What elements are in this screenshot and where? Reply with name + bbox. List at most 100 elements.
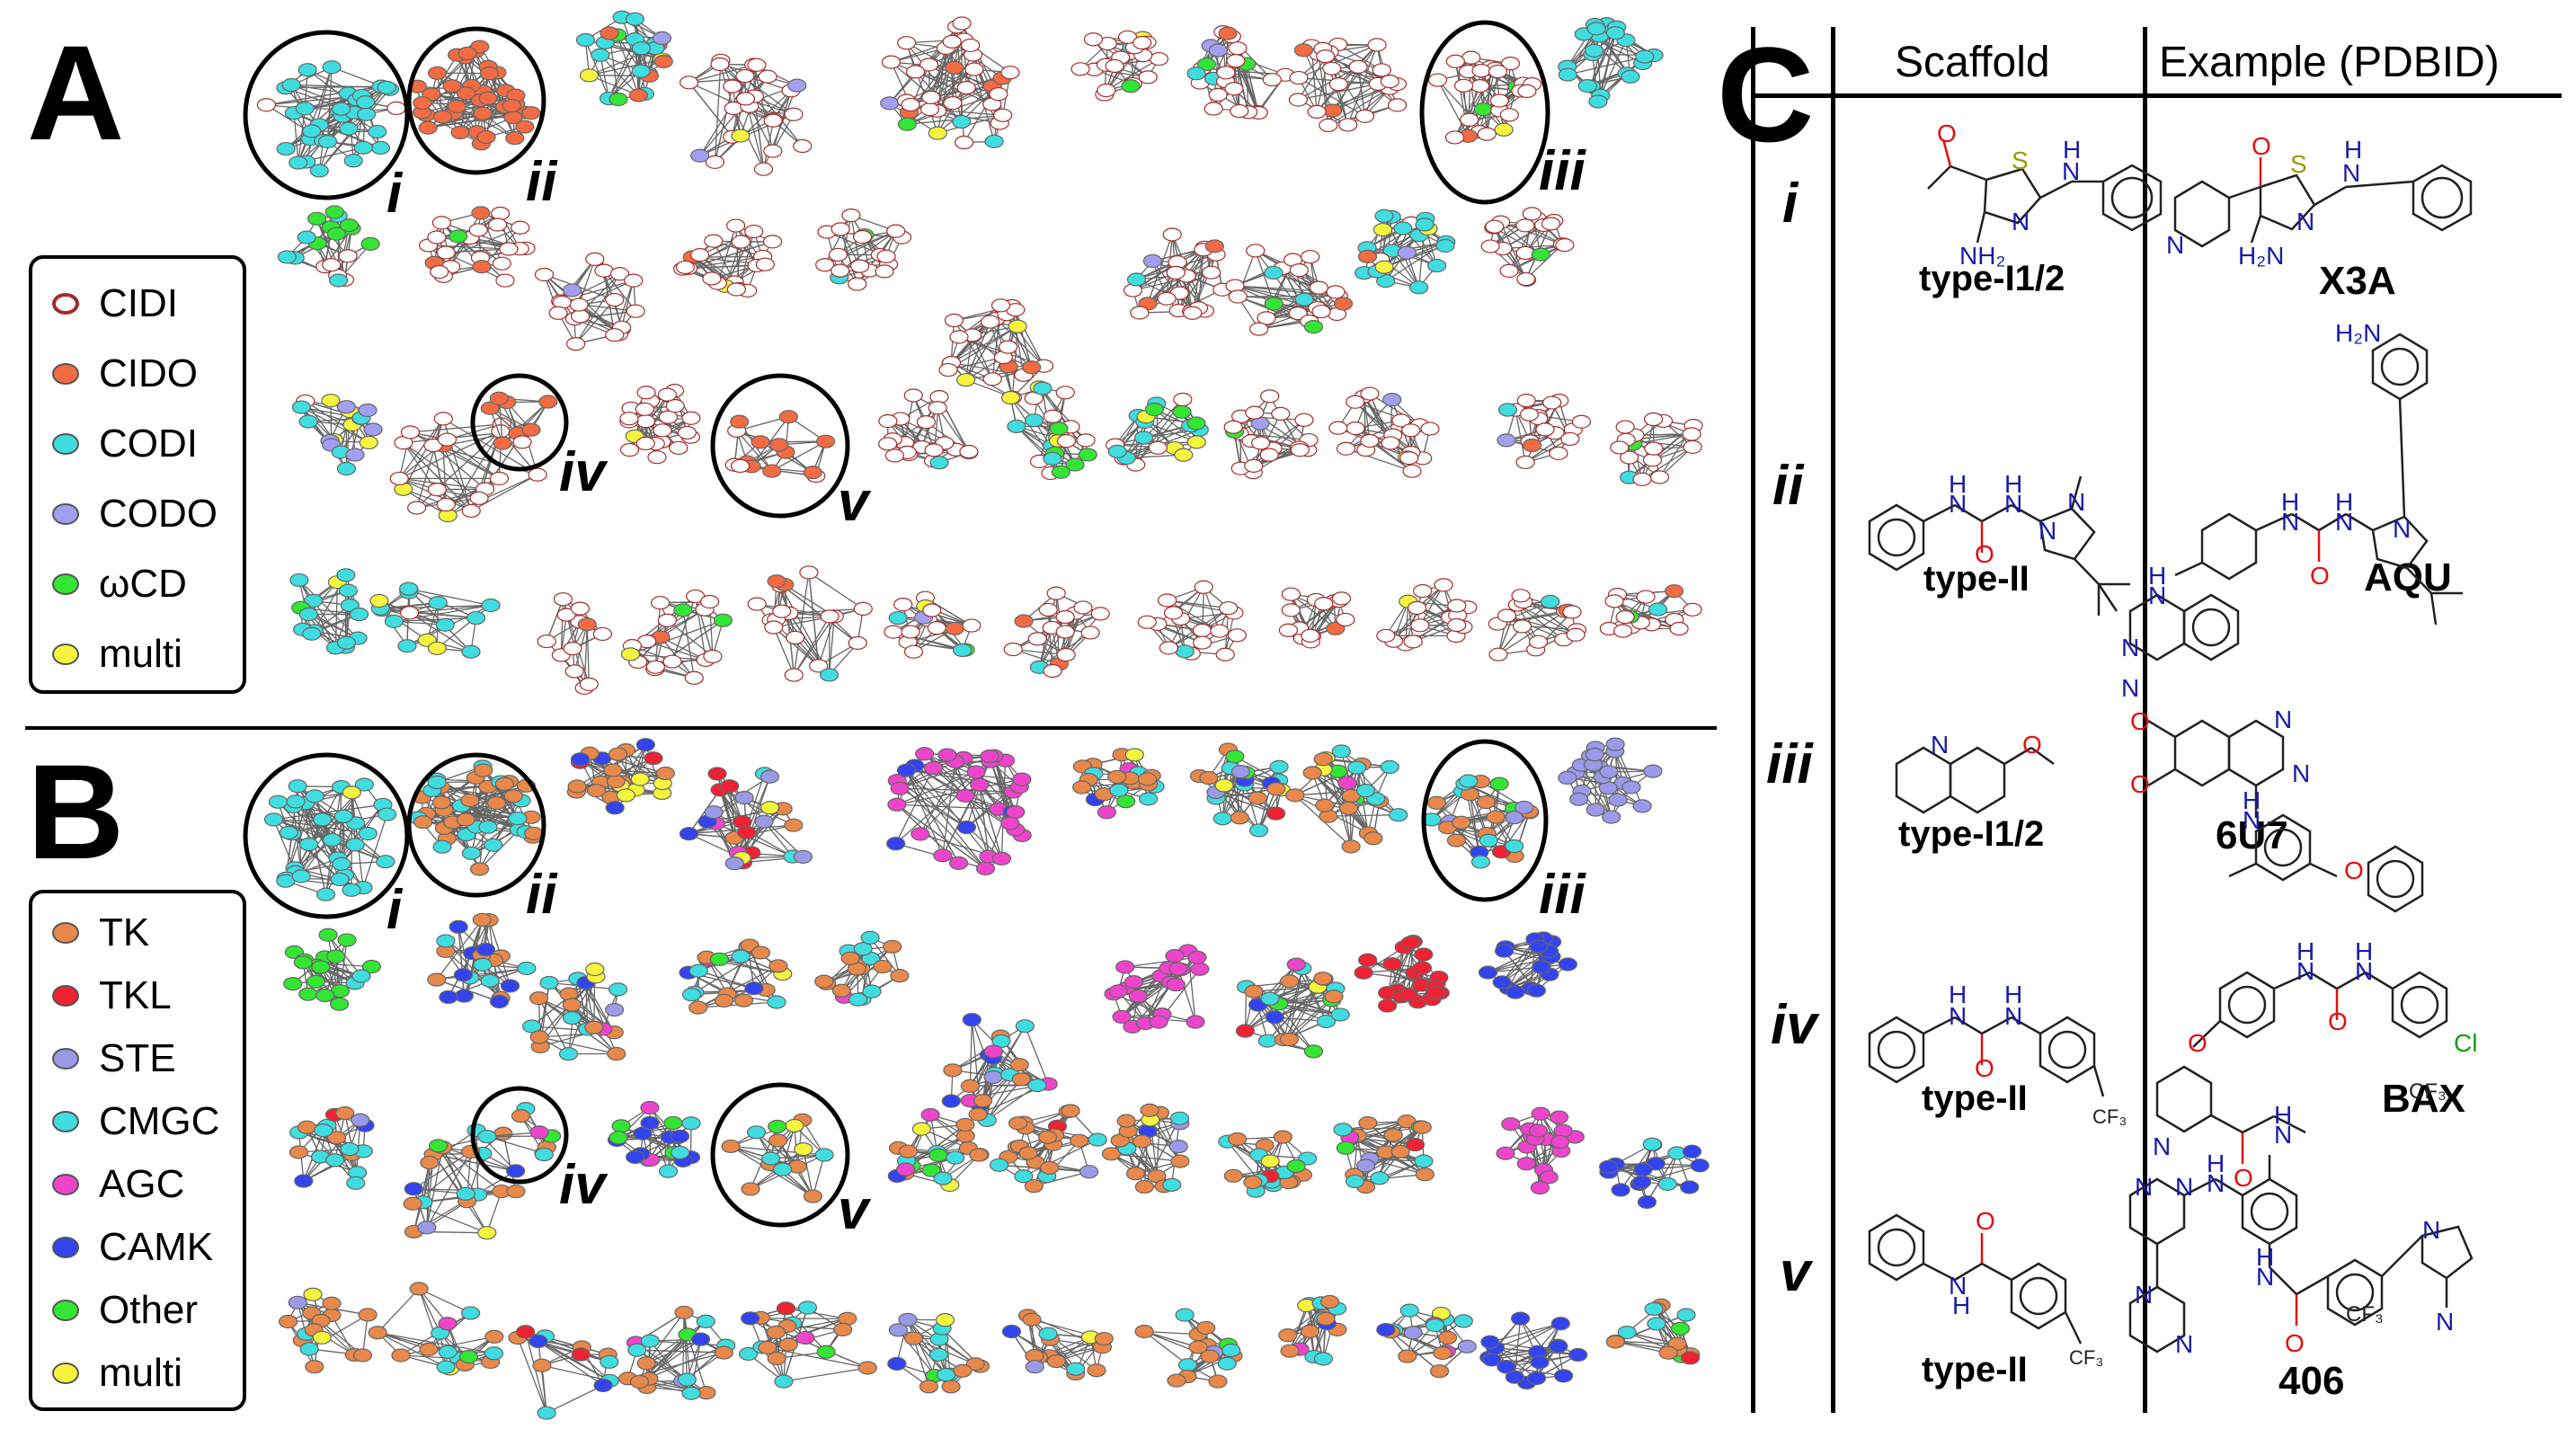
atom-label: NH₂: [1959, 242, 2005, 270]
network-node: [735, 68, 755, 84]
network-panel-a: [256, 10, 1703, 695]
network-node: [447, 99, 466, 113]
network-node: [1162, 227, 1182, 242]
network-node: [1000, 66, 1020, 80]
network-node: [726, 218, 746, 233]
network-node: [1522, 207, 1541, 221]
atom-label: N: [2135, 1281, 2153, 1309]
network-node: [1415, 217, 1435, 232]
network-node: [450, 125, 470, 139]
atom-label: N: [2175, 1330, 2193, 1358]
example-structure-iv: [2155, 971, 2448, 1164]
network-node: [625, 12, 645, 26]
cluster-circle-a-iv: [470, 373, 569, 472]
network-node: [1372, 222, 1393, 237]
atom-label: CF₃: [2092, 1105, 2127, 1128]
network-node: [901, 97, 920, 112]
network-node: [1426, 258, 1447, 273]
network-node: [489, 391, 509, 405]
network-node: [502, 98, 521, 113]
atom-label: N: [2274, 1121, 2292, 1149]
network-node: [631, 41, 652, 56]
network-node: [353, 140, 373, 155]
network-node: [1355, 109, 1375, 123]
network-node: [1586, 22, 1606, 36]
network-node: [704, 234, 724, 248]
network-node: [956, 81, 976, 95]
network-node: [479, 67, 499, 81]
network-node: [591, 48, 610, 62]
atom-label: N: [2422, 1216, 2440, 1244]
network-node: [322, 60, 342, 75]
network-node: [705, 155, 725, 169]
network-node: [763, 144, 783, 158]
network-node: [1226, 54, 1246, 68]
network-node: [605, 292, 625, 307]
network-node: [675, 260, 696, 275]
network-node: [339, 217, 359, 233]
atom-label: H: [1952, 1292, 1970, 1319]
network-node: [981, 315, 1000, 329]
network-node: [1397, 245, 1417, 260]
cluster-circle-a-iii: [1419, 20, 1550, 205]
network-node: [407, 501, 427, 515]
network-node: [1585, 43, 1604, 58]
network-node: [1316, 49, 1336, 64]
atom-label: CF₃: [2069, 1346, 2103, 1369]
network-node: [297, 230, 316, 244]
network-node: [575, 32, 596, 48]
network-node: [1307, 104, 1327, 119]
atom-label: N: [2274, 706, 2292, 733]
network-node: [1460, 112, 1479, 127]
network-node: [457, 46, 477, 61]
network-node: [1319, 118, 1338, 132]
network-node: [989, 87, 1008, 102]
network-node: [433, 412, 453, 426]
network-node: [324, 205, 344, 219]
network-node: [1427, 73, 1448, 87]
network-node: [636, 386, 656, 400]
network-node: [755, 257, 775, 271]
network-node: [1309, 280, 1328, 295]
network-node: [608, 92, 628, 107]
network-node: [456, 86, 476, 101]
network-node: [881, 55, 902, 69]
column-header-scaffold: Scaffold: [1895, 39, 2050, 86]
network-node: [277, 250, 297, 264]
network-node: [562, 283, 582, 297]
atom-label: O: [2130, 770, 2150, 798]
network-node: [787, 78, 807, 93]
atom-label: O: [2310, 562, 2330, 590]
atom-label: N: [2004, 490, 2022, 518]
network-node: [1357, 249, 1378, 264]
network-node: [1138, 70, 1158, 84]
network-node: [360, 236, 380, 251]
network-node: [1531, 247, 1550, 262]
atom-label: N: [2166, 231, 2184, 259]
network-node: [427, 66, 448, 80]
network-node: [1208, 87, 1228, 102]
network-node: [626, 304, 645, 318]
network-node: [1208, 43, 1229, 58]
atom-label: N: [2342, 159, 2360, 187]
network-node: [493, 436, 512, 450]
network-node: [1083, 32, 1104, 47]
network-node: [1121, 79, 1141, 93]
network-node: [1249, 322, 1269, 336]
network-node: [680, 75, 699, 90]
atom-label: N: [2012, 208, 2030, 235]
network-node: [1117, 30, 1138, 44]
network-node: [702, 271, 722, 286]
network-node: [990, 298, 1011, 313]
network-node: [875, 264, 894, 279]
network-node: [744, 224, 764, 239]
network-node: [944, 313, 964, 328]
atom-label: N: [1931, 731, 1949, 759]
network-node: [289, 155, 308, 170]
network-node: [831, 222, 850, 236]
network-node: [1541, 217, 1561, 231]
network-node: [512, 435, 532, 449]
atom-label: Cl: [2454, 1029, 2477, 1057]
atom-label: N: [2281, 508, 2299, 536]
network-node: [949, 330, 969, 344]
